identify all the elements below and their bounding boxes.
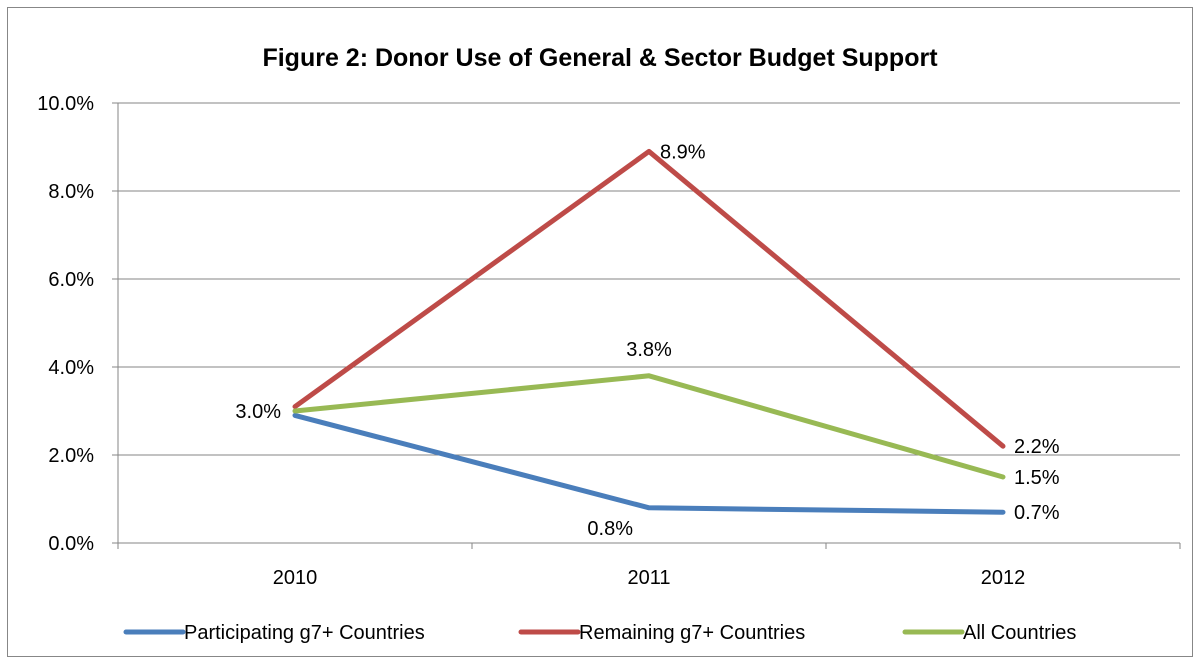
legend-label: All Countries — [963, 622, 1076, 644]
x-tick-label: 2012 — [981, 567, 1026, 589]
legend: Participating g7+ Countries Remaining g7+… — [123, 622, 1076, 644]
y-tick-label: 10.0% — [37, 93, 94, 115]
series-line-1 — [292, 148, 1006, 449]
data-labels: 0.8% 0.7% 8.9% 2.2% 3.0% 3.8% 1.5% — [235, 141, 1059, 539]
legend-label: Participating g7+ Countries — [184, 622, 425, 644]
data-label: 0.7% — [1014, 502, 1060, 524]
x-tick-label: 2011 — [627, 567, 670, 589]
gridlines — [118, 102, 1180, 456]
series-line-2 — [292, 373, 1006, 480]
legend-label: Remaining g7+ Countries — [579, 622, 805, 644]
y-tick-label: 2.0% — [48, 445, 94, 467]
data-label: 0.8% — [587, 518, 633, 540]
series-line-0 — [292, 412, 1006, 515]
data-label: 3.8% — [626, 339, 672, 361]
x-tick-label: 2010 — [273, 567, 318, 589]
data-label: 1.5% — [1014, 467, 1060, 489]
data-label: 2.2% — [1014, 436, 1060, 458]
axes: 0.0% 2.0% 4.0% 6.0% 8.0% 10.0% 2010 2011 2012 — [37, 93, 1181, 589]
y-tick-label: 6.0% — [48, 269, 94, 291]
y-tick-label: 0.0% — [48, 533, 94, 555]
series-group — [292, 148, 1006, 515]
data-label: 3.0% — [235, 401, 281, 423]
data-label: 8.9% — [660, 141, 706, 163]
y-tick-label: 4.0% — [48, 357, 94, 379]
chart-title: Figure 2: Donor Use of General & Sector … — [262, 44, 938, 72]
chart-frame — [7, 7, 1193, 657]
y-tick-label: 8.0% — [48, 181, 94, 203]
